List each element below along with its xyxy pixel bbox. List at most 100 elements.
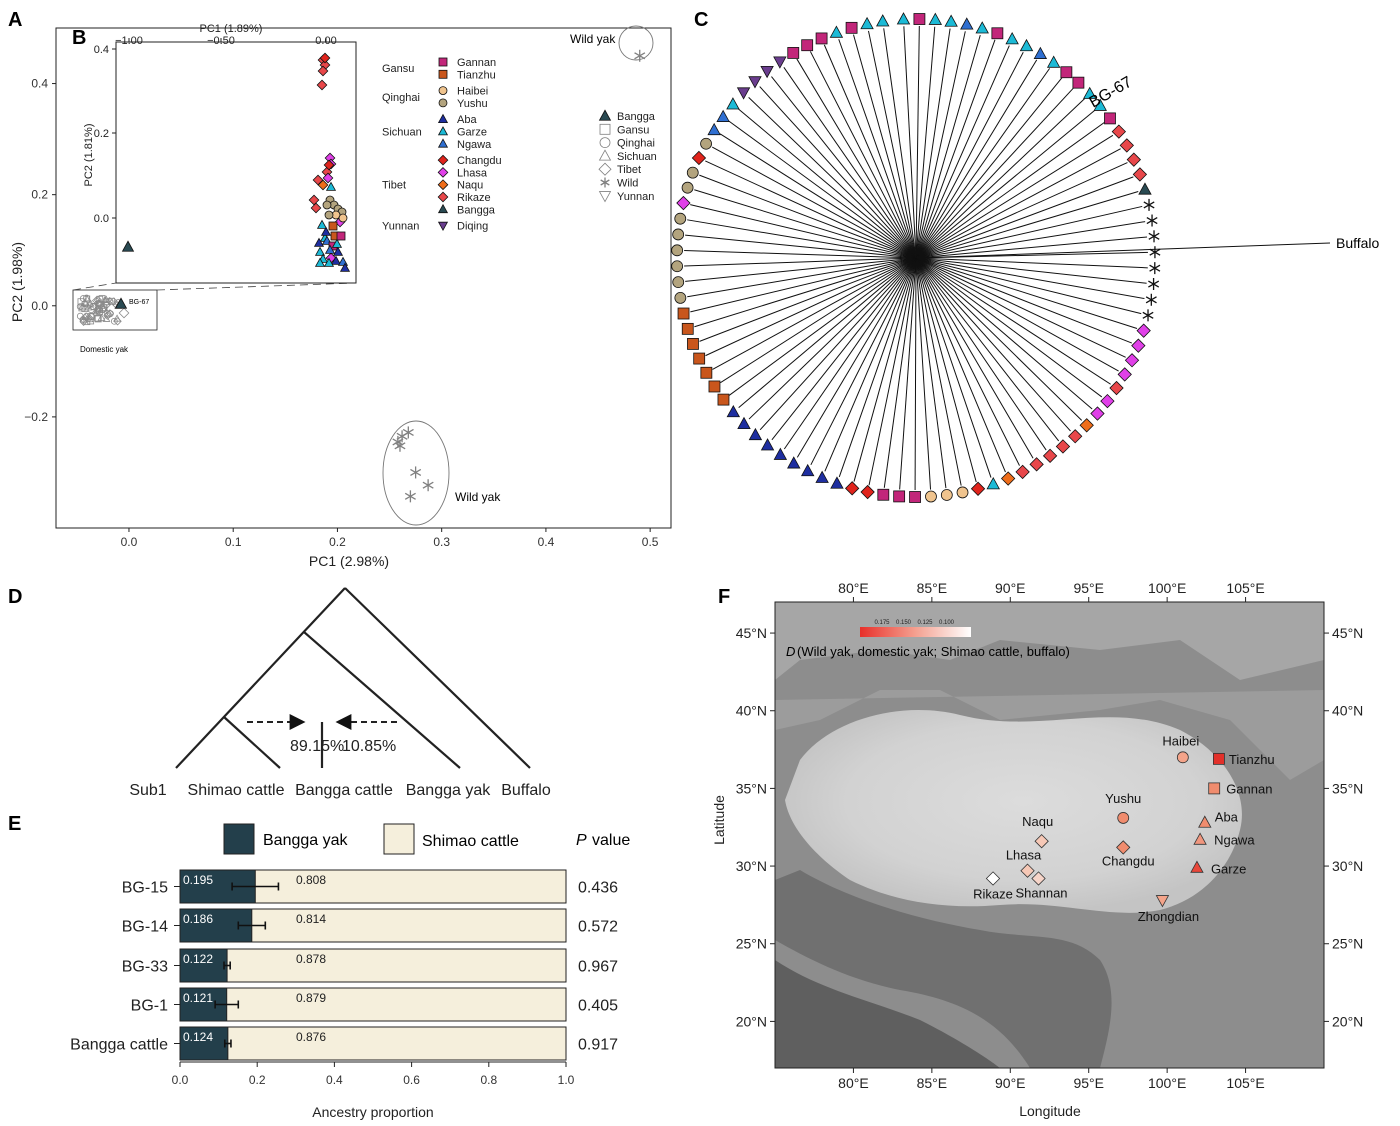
- site-label: Tianzhu: [1229, 752, 1275, 767]
- domestic-yak-point: [76, 312, 84, 320]
- domestic-yak-point: [108, 297, 116, 305]
- tree-branch: [915, 257, 1060, 442]
- domestic-yak-point: [113, 314, 122, 322]
- domestic-yak-point: [79, 295, 87, 302]
- tree-branch: [728, 257, 917, 396]
- population-point: [330, 255, 342, 265]
- panel-letter-d: D: [8, 586, 22, 608]
- site-marker: [1190, 860, 1204, 873]
- asterisk-stroke: [394, 442, 406, 450]
- tree-branch: [719, 133, 917, 259]
- x-tick-label: 0.0: [121, 535, 138, 549]
- tree-tip: [1042, 448, 1058, 464]
- legend-symbol: D: [786, 644, 795, 659]
- tree-tip: [1090, 406, 1105, 421]
- bar-value-bangga: 0.122: [183, 952, 213, 966]
- tree-branch: [809, 51, 917, 259]
- tree-branch: [838, 39, 917, 259]
- legend-population: Garze: [457, 127, 487, 139]
- tree-tip: [940, 489, 953, 501]
- tree-branch: [915, 162, 1128, 259]
- domestic-yak-point: [94, 315, 102, 323]
- tree-branch: [915, 257, 1006, 473]
- tree-branch: [915, 52, 1024, 259]
- tree-branch: [705, 160, 917, 259]
- legend-marker: [438, 69, 448, 79]
- x-tick-label: 0.4: [538, 535, 555, 549]
- map-frame: [774, 601, 1325, 1069]
- legend-population: Changdu: [457, 155, 502, 167]
- bg67-point: [114, 297, 128, 309]
- panel-f-map: 0.175 0.150 0.125 0.100 D (Wild yak, domest…: [711, 580, 1363, 1119]
- tree-tip: [1019, 38, 1034, 52]
- tree-tip: [693, 352, 706, 365]
- tree-tip: [1149, 246, 1161, 259]
- tree-branch: [915, 148, 1121, 259]
- tree-branch: [685, 257, 917, 282]
- site-marker: [1034, 834, 1049, 849]
- x-tick-label: 0.00: [315, 35, 336, 47]
- tree-tip: [1148, 278, 1160, 291]
- wild-yak-point: [402, 426, 414, 439]
- tree-tip: [760, 438, 775, 451]
- tree-branch: [853, 257, 917, 482]
- tree-branch: [915, 257, 1145, 300]
- population-point: [319, 52, 331, 64]
- tree-branch: [852, 34, 917, 259]
- legend-swatch-shimao-cattle: [383, 823, 415, 855]
- tree-branch: [883, 28, 917, 259]
- wild-yak-point: [634, 49, 646, 62]
- domestic-yak-cluster: [76, 294, 130, 326]
- tree-tip: [1079, 418, 1094, 433]
- tree-tip: [787, 47, 800, 59]
- site-marker: [1031, 871, 1046, 886]
- arrow-pct-right: 10.85%: [342, 738, 396, 755]
- tree-branch: [915, 122, 1105, 259]
- map-india-region: [775, 960, 1000, 1068]
- population-point: [317, 65, 329, 77]
- tree-branch: [868, 257, 917, 486]
- tree-branch: [915, 257, 1133, 344]
- category-label: BG-14: [122, 919, 168, 936]
- site-marker: [1117, 812, 1130, 824]
- asterisk-stroke: [1145, 296, 1157, 304]
- bar-value-shimao: 0.808: [296, 873, 326, 887]
- tree-tip: [700, 137, 712, 150]
- domestic-yak-point: [96, 295, 104, 303]
- panel-f-xlabel: Longitude: [1019, 1103, 1081, 1119]
- legend-population: Aba: [457, 114, 477, 126]
- category-label: BG-1: [131, 998, 168, 1015]
- tree-tip: [1145, 293, 1157, 306]
- domestic-yak-point: [102, 314, 111, 322]
- tree-tip: [1055, 439, 1071, 454]
- tree-edge: [223, 716, 281, 769]
- tree-tip: [708, 380, 721, 393]
- domestic-yak-point: [100, 295, 109, 304]
- x-tick-label: 0.8: [480, 1073, 497, 1087]
- tree-tip: [717, 393, 730, 406]
- tree-branch: [759, 257, 917, 431]
- tree-tip: [1136, 323, 1151, 338]
- domestic-yak-point: [104, 311, 112, 319]
- tree-tip: [956, 486, 969, 499]
- category-label: BG-33: [122, 959, 168, 976]
- tree-tip: [960, 17, 974, 30]
- population-point: [313, 237, 325, 247]
- domestic-yak-label: Domestic yak: [80, 345, 129, 354]
- tree-tip: [671, 260, 684, 273]
- domestic-yak-point: [93, 295, 103, 305]
- tree-branch: [915, 45, 1010, 259]
- tree-tip: [1148, 230, 1160, 243]
- site-marker: [1193, 832, 1207, 845]
- tree-tip: [1000, 471, 1016, 486]
- tree-branch: [883, 257, 917, 488]
- population-point: [323, 257, 335, 267]
- x-tick-label: 0.3: [433, 535, 450, 549]
- tree-tip: [1082, 86, 1097, 99]
- population-point: [322, 200, 332, 210]
- pvalue-header-text: value: [592, 832, 630, 849]
- population-point: [338, 213, 348, 223]
- bar-shimao-cattle: [179, 1026, 567, 1061]
- tree-branch: [796, 257, 917, 458]
